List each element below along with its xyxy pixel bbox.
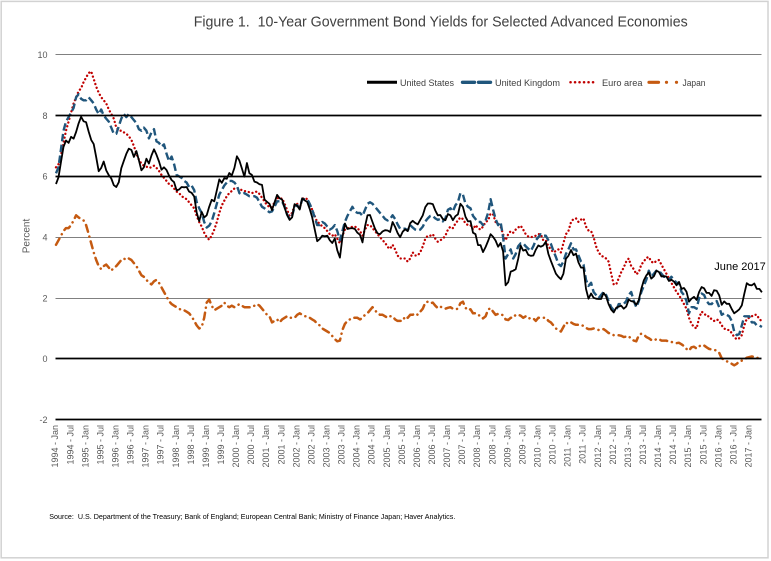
svg-text:Euro area: Euro area <box>602 78 643 88</box>
svg-text:2016 - Jan: 2016 - Jan <box>713 425 723 468</box>
svg-text:2015 - Jan: 2015 - Jan <box>683 425 693 468</box>
svg-text:2009 - Jul: 2009 - Jul <box>517 425 527 465</box>
svg-text:1998 - Jul: 1998 - Jul <box>186 425 196 465</box>
svg-text:2: 2 <box>42 293 47 303</box>
svg-text:1995 - Jan: 1995 - Jan <box>80 425 90 468</box>
svg-text:10: 10 <box>37 50 47 60</box>
svg-text:Japan: Japan <box>683 78 706 88</box>
svg-text:2014 - Jul: 2014 - Jul <box>668 425 678 465</box>
svg-text:Percent: Percent <box>22 219 33 254</box>
svg-text:0: 0 <box>42 354 47 364</box>
svg-text:2005 - Jul: 2005 - Jul <box>397 425 407 465</box>
svg-text:2006 - Jul: 2006 - Jul <box>427 425 437 465</box>
svg-text:2000 - Jul: 2000 - Jul <box>246 425 256 465</box>
svg-text:2002 - Jan: 2002 - Jan <box>291 425 301 468</box>
svg-text:6: 6 <box>42 172 47 182</box>
svg-text:2001 - Jul: 2001 - Jul <box>276 425 286 465</box>
svg-text:1997 - Jul: 1997 - Jul <box>156 425 166 465</box>
svg-text:2006 - Jan: 2006 - Jan <box>412 425 422 468</box>
svg-text:Figure 1. 10-Year Government: Figure 1. 10-Year Government Bond Yields… <box>194 15 688 31</box>
svg-text:2001 - Jan: 2001 - Jan <box>261 425 271 468</box>
svg-text:2013 - Jul: 2013 - Jul <box>638 425 648 465</box>
svg-text:2004 - Jan: 2004 - Jan <box>352 425 362 468</box>
svg-text:Source: U.S. Department of th: Source: U.S. Department of the Treasury;… <box>49 512 455 521</box>
svg-text:2008 - Jul: 2008 - Jul <box>487 425 497 465</box>
svg-text:2015 - Jul: 2015 - Jul <box>698 425 708 465</box>
svg-text:2008 - Jan: 2008 - Jan <box>472 425 482 468</box>
svg-text:2007 - Jan: 2007 - Jan <box>442 425 452 468</box>
svg-text:2016 - Jul: 2016 - Jul <box>728 425 738 465</box>
svg-text:2000 - Jan: 2000 - Jan <box>231 425 241 468</box>
svg-text:1999 - Jan: 1999 - Jan <box>201 425 211 468</box>
svg-text:1994 - Jul: 1994 - Jul <box>65 425 75 465</box>
svg-text:2014 - Jan: 2014 - Jan <box>653 425 663 468</box>
svg-text:4: 4 <box>42 233 47 243</box>
svg-text:2004 - Jul: 2004 - Jul <box>367 425 377 465</box>
svg-text:June 2017: June 2017 <box>714 261 766 273</box>
svg-text:2017 - Jan: 2017 - Jan <box>744 425 754 468</box>
svg-text:2011 - Jul: 2011 - Jul <box>578 425 588 464</box>
svg-text:2010 - Jan: 2010 - Jan <box>533 425 543 468</box>
svg-text:2013 - Jan: 2013 - Jan <box>623 425 633 468</box>
svg-text:United Kingdom: United Kingdom <box>495 78 560 88</box>
svg-text:-2: -2 <box>39 415 47 425</box>
svg-text:1997 - Jan: 1997 - Jan <box>141 425 151 468</box>
svg-text:2009 - Jan: 2009 - Jan <box>502 425 512 468</box>
svg-text:2010 - Jul: 2010 - Jul <box>548 425 558 465</box>
svg-text:1998 - Jan: 1998 - Jan <box>171 425 181 468</box>
svg-text:United States: United States <box>400 78 454 88</box>
svg-text:1996 - Jan: 1996 - Jan <box>111 425 121 468</box>
svg-text:2002 - Jul: 2002 - Jul <box>306 425 316 465</box>
svg-text:2011 - Jan: 2011 - Jan <box>563 425 573 467</box>
svg-text:2012 - Jul: 2012 - Jul <box>608 425 618 465</box>
svg-text:1995 - Jul: 1995 - Jul <box>95 425 105 465</box>
svg-text:1994 - Jan: 1994 - Jan <box>50 425 60 468</box>
svg-text:2007 - Jul: 2007 - Jul <box>457 425 467 465</box>
svg-text:1999 - Jul: 1999 - Jul <box>216 425 226 465</box>
svg-text:2003 - Jul: 2003 - Jul <box>337 425 347 465</box>
svg-text:2003 - Jan: 2003 - Jan <box>322 425 332 468</box>
svg-text:2005 - Jan: 2005 - Jan <box>382 425 392 468</box>
svg-text:1996 - Jul: 1996 - Jul <box>126 425 136 465</box>
svg-text:2012 - Jan: 2012 - Jan <box>593 425 603 468</box>
svg-text:8: 8 <box>42 111 47 121</box>
